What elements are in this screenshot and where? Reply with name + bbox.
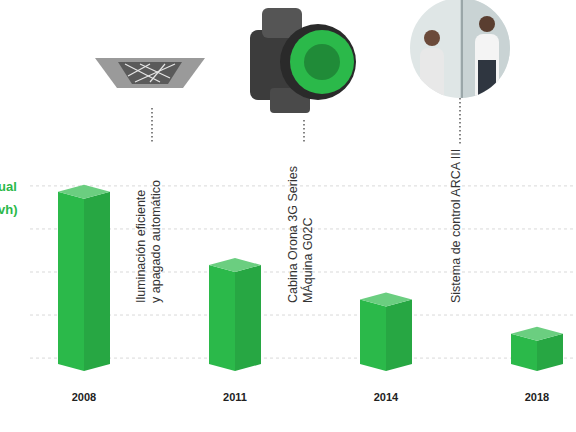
bar: [209, 258, 261, 371]
bar-face-right: [235, 265, 261, 371]
y-axis-label: vh): [0, 202, 18, 217]
leader-line: [151, 108, 152, 144]
x-tick-label: 2014: [374, 391, 399, 403]
icon-shape: [128, 64, 150, 76]
icon-photo: [408, 0, 512, 104]
bar-face-top: [511, 327, 563, 341]
grid: [30, 186, 576, 358]
annotation: Cabina Orona 3G Series: [286, 166, 300, 303]
leader-line: [459, 90, 460, 144]
leader-line: [303, 120, 304, 144]
icon-shape: [95, 58, 205, 88]
bar: [511, 327, 563, 371]
x-tick-label: 2011: [223, 391, 247, 403]
bar-face-top: [209, 258, 261, 272]
icon-shape: [304, 44, 340, 80]
icon-shape: [478, 60, 496, 104]
icon-shape: [280, 24, 356, 100]
bar: [58, 185, 110, 371]
bar-face-top: [58, 185, 110, 199]
x-tick-label: 2008: [72, 391, 96, 403]
grid-line: [30, 358, 576, 359]
bar-face-right: [84, 192, 110, 371]
annotation: Iluminación eficiente: [134, 190, 148, 303]
icon-shape: [150, 64, 165, 82]
bars: [58, 185, 563, 371]
icon-light: [95, 58, 205, 88]
grid-line: [30, 315, 576, 316]
bar-face-top: [360, 292, 412, 306]
icon-shape: [118, 62, 182, 84]
x-tick-label: 2018: [525, 391, 549, 403]
icon-shape: [290, 30, 354, 94]
icon-shape: [420, 48, 444, 103]
icon-shape: [479, 16, 495, 32]
icon-machine: [250, 8, 356, 113]
grid-line: [30, 185, 576, 186]
y-axis-label: ual: [0, 179, 17, 194]
bar-face-right: [386, 299, 412, 371]
annotation: MÁquina G02C: [300, 218, 315, 303]
icon-shape: [461, 0, 463, 100]
annotation: y apagado automático: [149, 180, 163, 303]
bar-face-left: [58, 192, 84, 371]
bar: [360, 292, 412, 371]
icon-shape: [424, 30, 440, 46]
icon-shape: [475, 34, 499, 104]
chart: ual vh) 2008 2011 2014 2018 Iluminación eficie…: [0, 0, 576, 432]
bar-face-left: [209, 265, 235, 371]
icon-shape: [135, 64, 175, 82]
bar-face-left: [360, 299, 386, 371]
annotation: Sistema de control ARCA III: [449, 149, 463, 303]
